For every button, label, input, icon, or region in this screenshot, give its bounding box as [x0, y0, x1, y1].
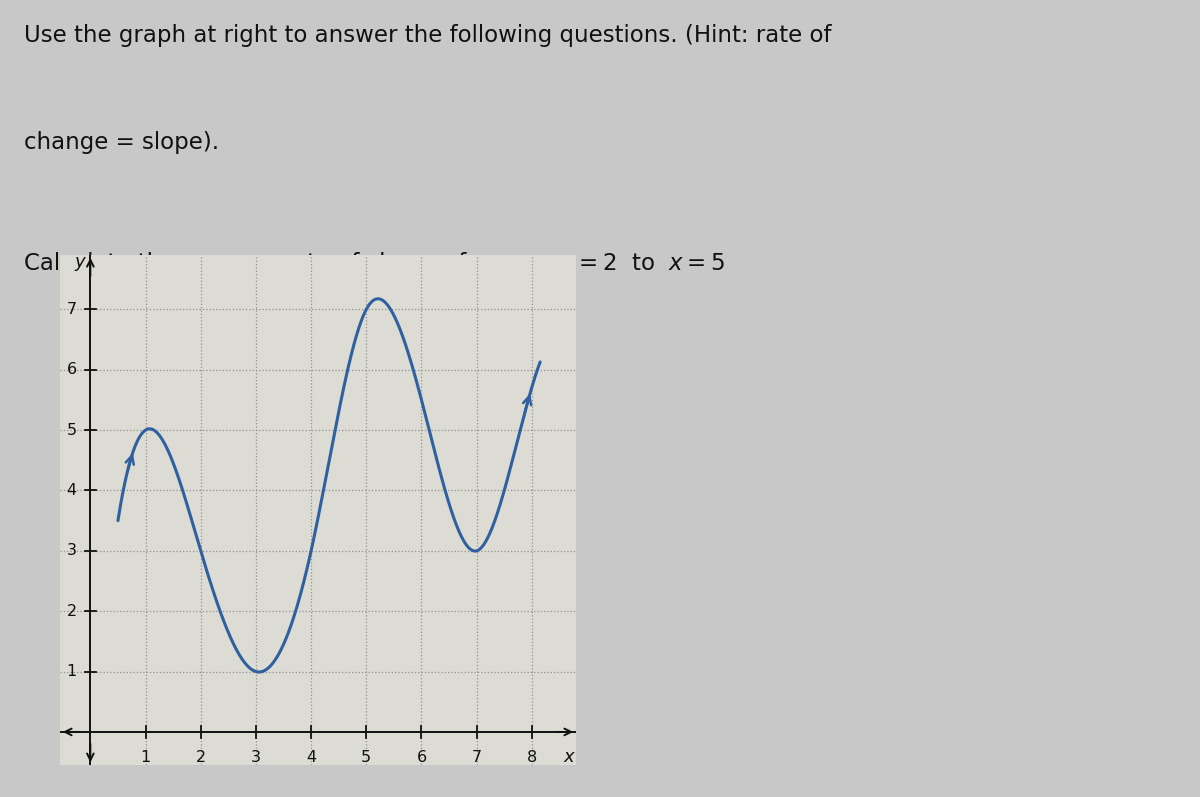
Text: 2: 2 — [196, 750, 205, 765]
Text: 1: 1 — [66, 664, 77, 679]
Text: change = slope).: change = slope). — [24, 131, 220, 154]
Text: Calculate the average rate of change from: Calculate the average rate of change fro… — [24, 252, 520, 274]
Text: Use the graph at right to answer the following questions. (Hint: rate of: Use the graph at right to answer the fol… — [24, 24, 832, 47]
Text: 7: 7 — [66, 302, 77, 317]
Text: $x$: $x$ — [563, 748, 576, 766]
Text: 5: 5 — [66, 422, 77, 438]
Text: 5: 5 — [361, 750, 371, 765]
Text: 3: 3 — [251, 750, 260, 765]
Text: 2: 2 — [66, 603, 77, 618]
Text: 4: 4 — [306, 750, 316, 765]
Text: 4: 4 — [66, 483, 77, 498]
Text: 7: 7 — [472, 750, 481, 765]
Text: $x = 2$  to  $x = 5$: $x = 2$ to $x = 5$ — [559, 252, 725, 274]
Text: 6: 6 — [416, 750, 426, 765]
Text: $y$: $y$ — [73, 255, 88, 273]
Text: 1: 1 — [140, 750, 151, 765]
Text: 8: 8 — [527, 750, 536, 765]
Text: 6: 6 — [66, 362, 77, 377]
Text: 3: 3 — [66, 544, 77, 559]
